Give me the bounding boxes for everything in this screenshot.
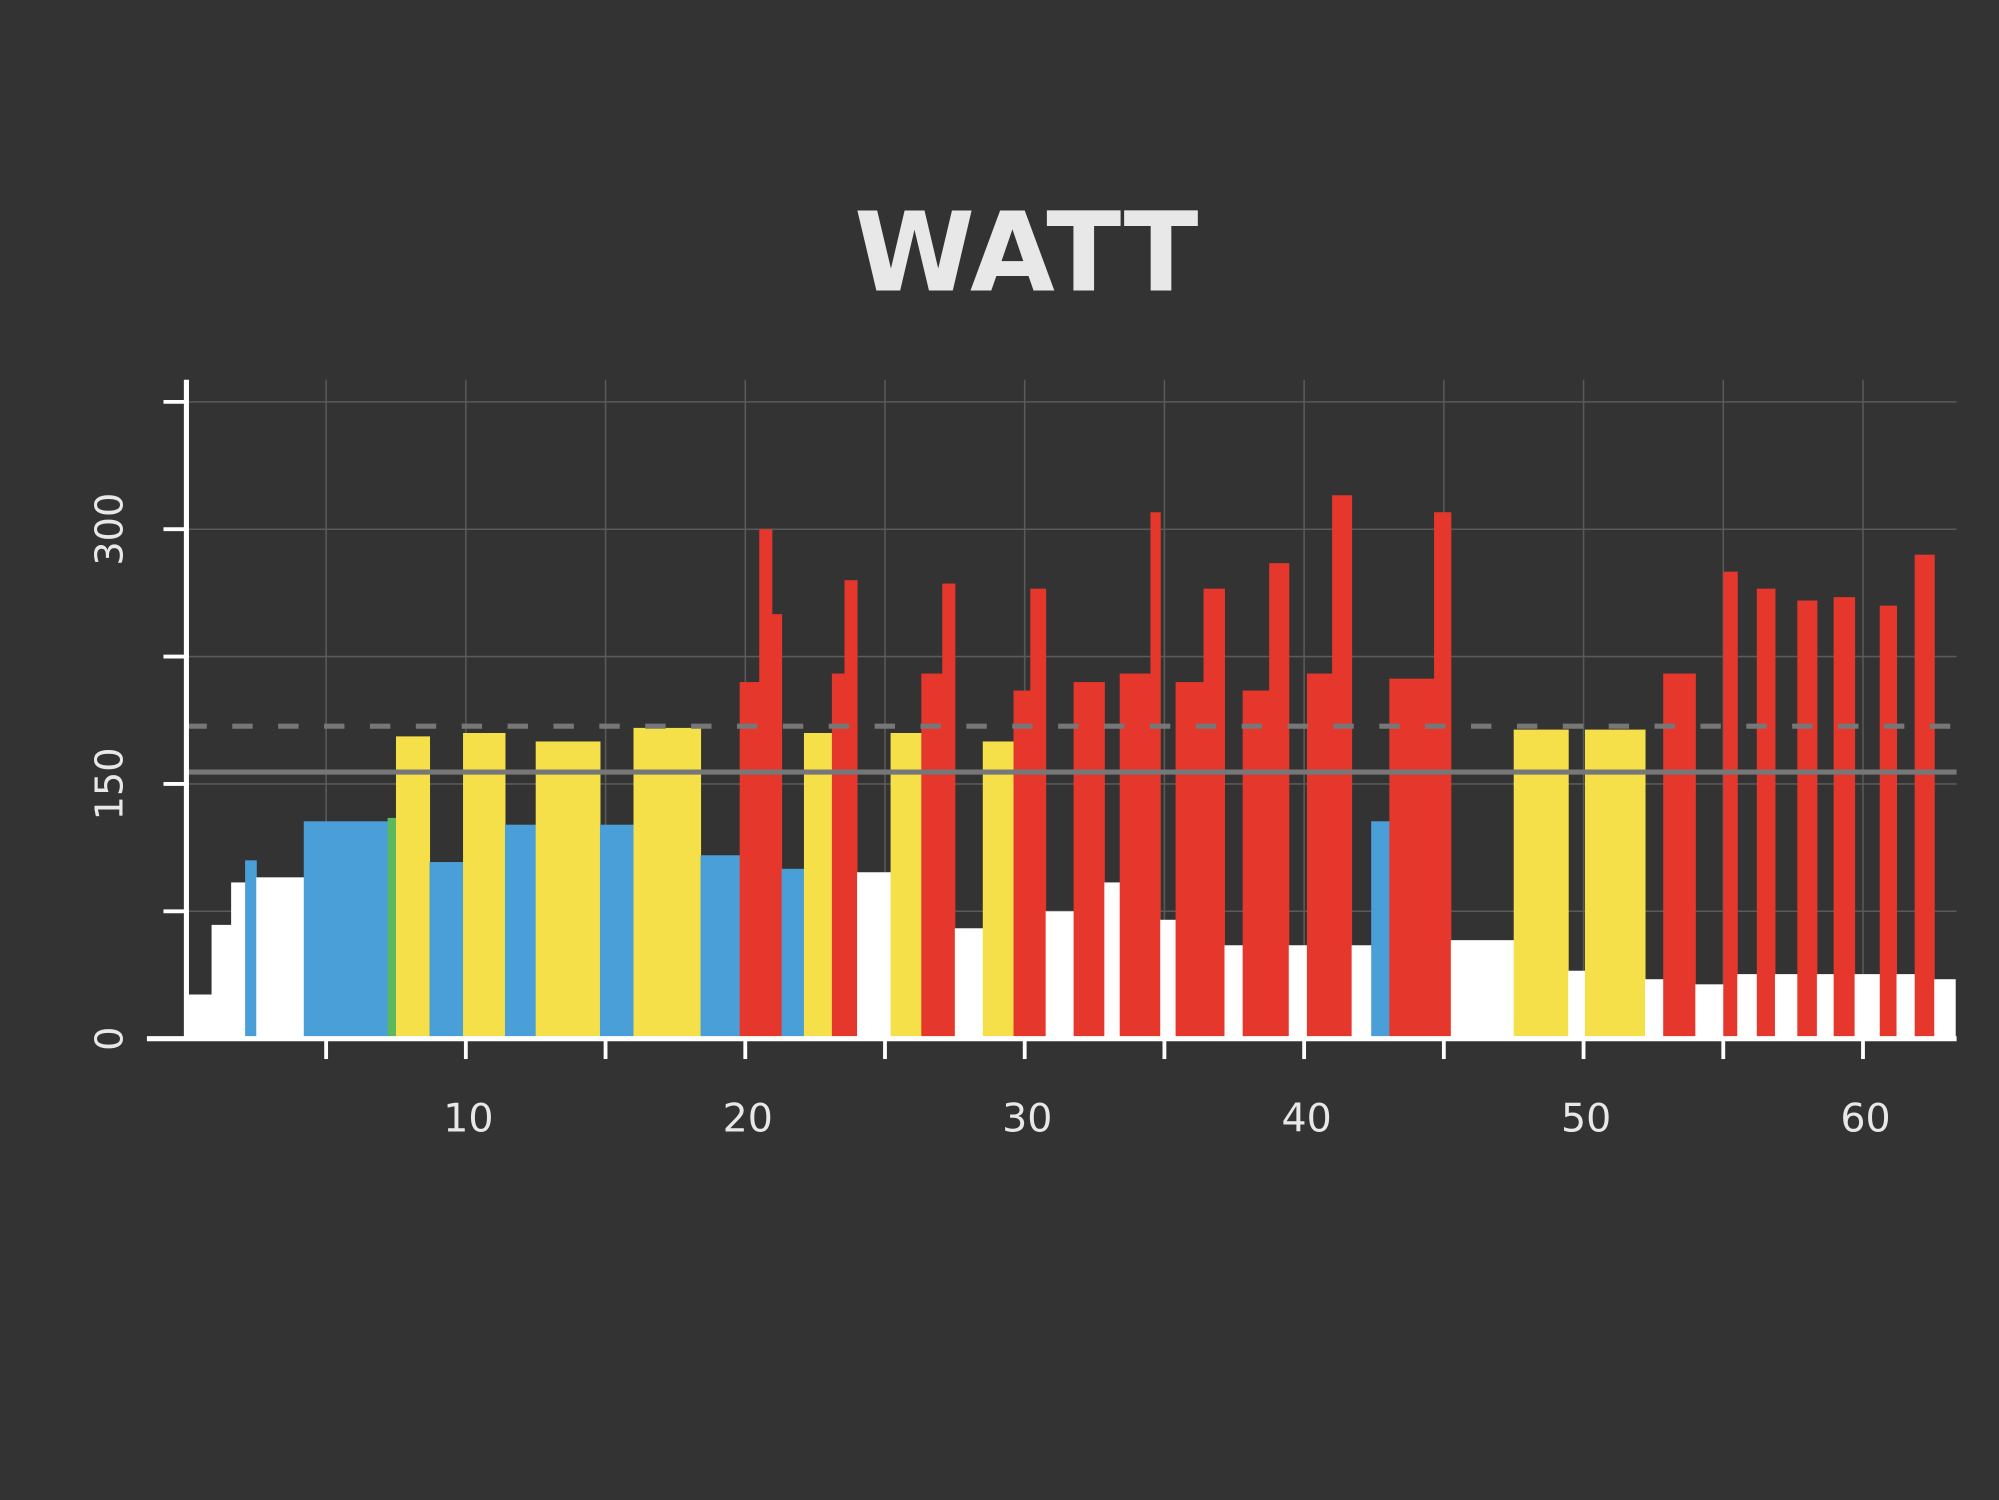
- bar: [1224, 945, 1244, 1039]
- bar: [1269, 563, 1290, 1039]
- bar: [1434, 512, 1452, 1039]
- x-tick-label: 60: [1840, 1096, 1890, 1142]
- bar: [504, 824, 537, 1039]
- x-tick-label: 40: [1282, 1096, 1332, 1142]
- bar: [1306, 673, 1333, 1039]
- bar: [1723, 571, 1738, 1039]
- bar: [1288, 945, 1308, 1039]
- bar: [890, 732, 922, 1039]
- bar: [1073, 682, 1105, 1039]
- x-tick-label: 10: [443, 1096, 493, 1142]
- bar: [1896, 974, 1916, 1039]
- bar: [1879, 605, 1898, 1039]
- bar: [231, 882, 246, 1039]
- bar: [1371, 821, 1390, 1039]
- bar: [1160, 919, 1177, 1039]
- x-tick-label: 50: [1561, 1096, 1611, 1142]
- bar: [387, 817, 397, 1039]
- bar: [1756, 588, 1776, 1039]
- bar: [1513, 729, 1569, 1039]
- bar: [954, 928, 984, 1039]
- bar: [599, 824, 635, 1039]
- bar: [395, 736, 431, 1039]
- x-tick-label: 30: [1002, 1096, 1052, 1142]
- bar: [1150, 512, 1161, 1039]
- bar: [1045, 911, 1075, 1039]
- bar: [429, 862, 464, 1039]
- bar: [1584, 729, 1646, 1039]
- bar: [1030, 588, 1047, 1039]
- axes: 0 150 300 10 20 30 40 50 60: [89, 379, 1957, 1142]
- bar: [303, 821, 389, 1039]
- bar: [759, 529, 773, 1039]
- bar: [982, 741, 1015, 1039]
- bars: [186, 495, 1956, 1039]
- bar: [1934, 979, 1956, 1039]
- bar: [1695, 984, 1724, 1039]
- chart-title: WATT: [854, 189, 1199, 317]
- bar: [1175, 682, 1205, 1039]
- bar: [1013, 690, 1031, 1039]
- bar: [1816, 974, 1835, 1039]
- bar: [700, 855, 741, 1039]
- bar: [1854, 974, 1881, 1039]
- bar: [781, 868, 805, 1039]
- bar: [1351, 945, 1372, 1039]
- bar: [803, 732, 833, 1039]
- bar: [256, 877, 305, 1039]
- bar: [211, 924, 232, 1039]
- bar: [771, 614, 783, 1039]
- bar: [739, 682, 760, 1039]
- bar: [245, 860, 257, 1039]
- x-tick-label: 20: [723, 1096, 773, 1142]
- bar: [1774, 974, 1798, 1039]
- bar: [1663, 673, 1696, 1039]
- bar: [1389, 678, 1435, 1039]
- bar: [857, 872, 892, 1039]
- bar: [1332, 495, 1353, 1039]
- bar: [1203, 588, 1226, 1039]
- bar: [535, 741, 601, 1039]
- bar: [1242, 690, 1270, 1039]
- bar: [1645, 979, 1664, 1039]
- bar: [921, 673, 943, 1039]
- reference-lines: [186, 723, 1957, 775]
- bar: [1450, 940, 1515, 1039]
- bar: [831, 673, 845, 1039]
- bar: [1797, 600, 1818, 1039]
- bar: [844, 580, 858, 1039]
- y-tick-label: 150: [89, 747, 133, 820]
- bar: [1568, 970, 1586, 1039]
- y-tick-label: 300: [89, 493, 133, 566]
- y-tick-label: 0: [89, 1026, 133, 1050]
- bar: [942, 583, 956, 1039]
- bar: [463, 732, 506, 1039]
- bar: [1104, 882, 1121, 1039]
- bar: [186, 994, 213, 1039]
- bar: [1914, 554, 1935, 1039]
- bar: [1833, 597, 1856, 1039]
- bar: [1119, 673, 1151, 1039]
- bar: [1737, 974, 1758, 1039]
- bar: [633, 727, 702, 1039]
